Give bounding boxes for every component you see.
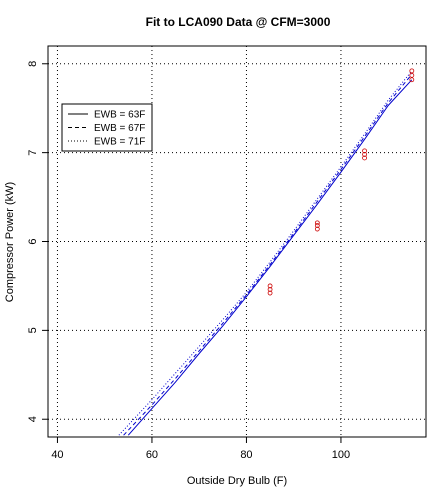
y-tick-label: 7 — [27, 150, 39, 156]
y-axis-ticks: 4 5 6 7 8 — [27, 61, 48, 422]
x-axis-label: Outside Dry Bulb (F) — [187, 475, 287, 487]
x-axis-ticks: 40 60 80 100 — [51, 437, 350, 461]
y-tick-label: 6 — [27, 238, 39, 244]
y-axis-label: Compressor Power (kW) — [4, 182, 16, 302]
data-point — [362, 148, 367, 154]
series-line-dashed — [123, 74, 413, 436]
chart-title: Fit to LCA090 Data @ CFM=3000 — [146, 15, 331, 29]
y-tick-label: 5 — [27, 327, 39, 333]
data-points — [267, 68, 415, 296]
y-tick-label: 8 — [27, 61, 39, 67]
data-point — [409, 72, 415, 78]
series-line-dotted — [118, 70, 413, 436]
x-tick-label: 60 — [146, 449, 158, 461]
legend-label: EWB = 67F — [94, 123, 145, 134]
x-tick-label: 40 — [51, 449, 63, 461]
x-tick-label: 100 — [332, 449, 350, 461]
data-point — [362, 155, 367, 161]
data-point — [267, 283, 273, 289]
series-line-solid — [127, 79, 413, 436]
y-tick-label: 4 — [27, 416, 39, 422]
legend-label: EWB = 71F — [94, 137, 145, 148]
legend: EWB = 63F EWB = 67F EWB = 71F — [61, 103, 153, 152]
data-point — [314, 220, 320, 226]
data-point — [314, 226, 320, 232]
series-lines — [118, 70, 413, 436]
data-point — [314, 223, 320, 228]
x-tick-label: 80 — [240, 449, 252, 461]
data-point — [267, 287, 273, 292]
data-point — [409, 68, 415, 74]
data-point — [267, 290, 273, 296]
data-point — [362, 152, 367, 157]
legend-label: EWB = 63F — [94, 110, 145, 121]
data-point — [409, 77, 415, 83]
